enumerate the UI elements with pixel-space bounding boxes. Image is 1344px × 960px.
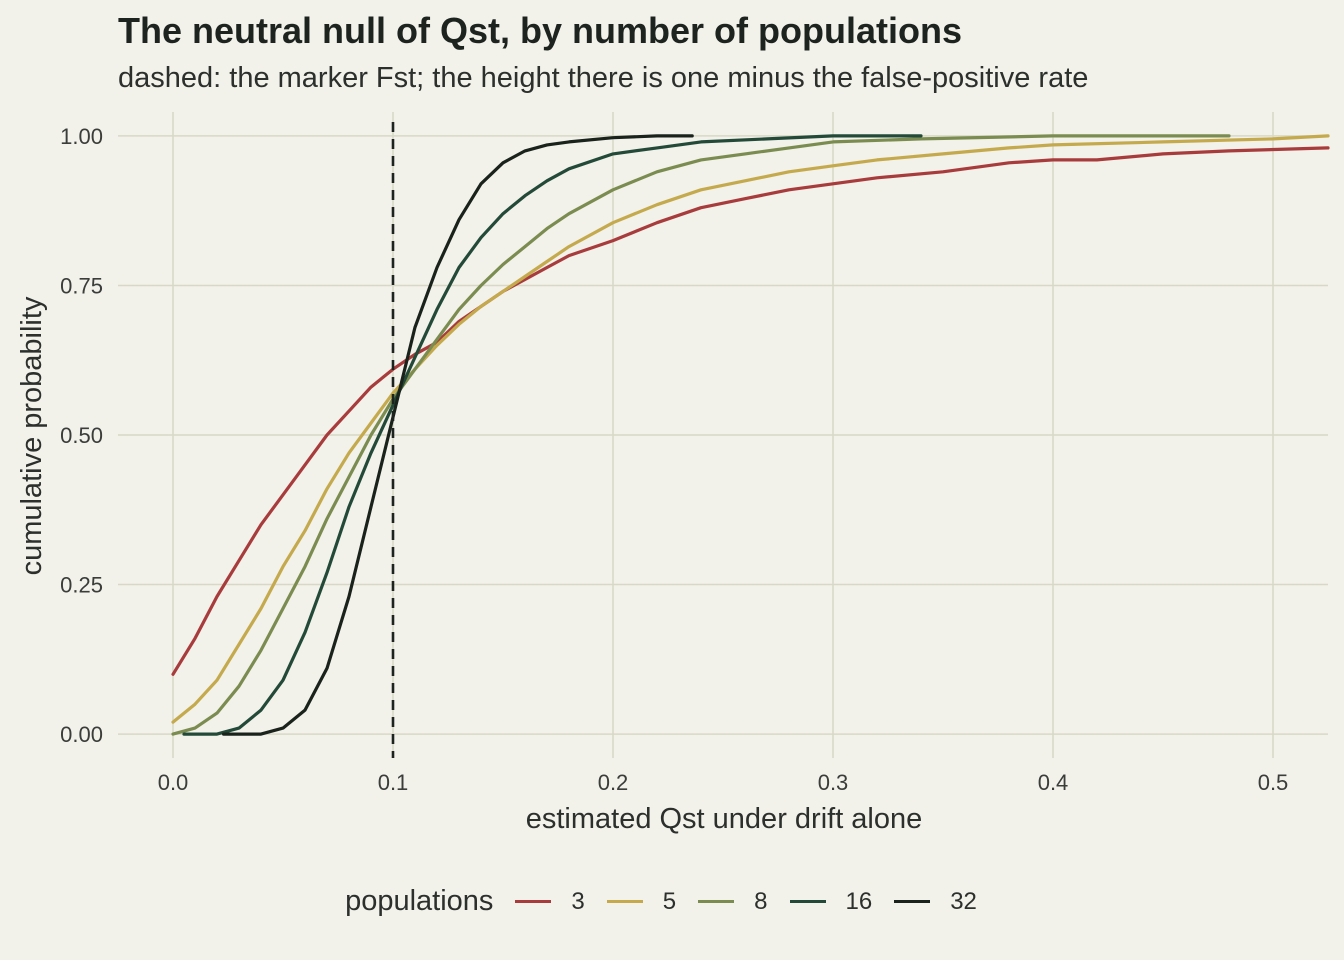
series-line-3 xyxy=(171,146,1330,676)
legend-label: 16 xyxy=(845,887,873,915)
y-tick-label: 0.50 xyxy=(60,423,103,448)
x-tick-label: 0.3 xyxy=(818,770,849,795)
chart-subtitle: dashed: the marker Fst; the height there… xyxy=(118,62,1089,94)
legend-item: 16 xyxy=(789,887,873,916)
legend-swatch xyxy=(606,900,643,903)
legend-label: 32 xyxy=(950,887,977,915)
legend-swatch xyxy=(894,900,931,903)
legend-label: 5 xyxy=(662,887,677,915)
plot-area: 0.0 0.1 0.2 0.3 0.4 0.5 0.00 0.25 0.50 0.75 1.00 es… xyxy=(16,112,1330,835)
legend-item: 8 xyxy=(698,887,768,916)
legend-label: 8 xyxy=(754,887,768,915)
y-tick-label: 0.75 xyxy=(60,273,103,298)
y-tick-label: 1.00 xyxy=(60,124,103,149)
y-axis-title: cumulative probability xyxy=(16,296,48,575)
x-tick-label: 0.0 xyxy=(158,770,189,795)
y-tick-label: 0.00 xyxy=(60,722,103,747)
series-line-32 xyxy=(222,134,694,736)
legend-item: 3 xyxy=(515,887,585,916)
x-tick-label: 0.4 xyxy=(1038,770,1069,795)
legend-swatch xyxy=(698,900,735,903)
chart-title: The neutral null of Qst, by number of po… xyxy=(118,10,962,51)
legend: populations 3 5 8 16 32 xyxy=(0,885,1344,918)
x-tick-label: 0.1 xyxy=(378,770,409,795)
x-tick-label: 0.2 xyxy=(598,770,629,795)
legend-title: populations xyxy=(345,885,494,917)
legend-swatch xyxy=(789,900,826,903)
series-line-16 xyxy=(182,134,923,736)
y-tick-label: 0.25 xyxy=(60,573,103,598)
legend-item: 32 xyxy=(894,888,977,916)
series-line-8 xyxy=(171,134,1231,736)
series-line-5 xyxy=(171,134,1330,724)
legend-swatch xyxy=(515,900,552,903)
legend-item: 5 xyxy=(606,887,677,916)
legend-label: 3 xyxy=(571,887,585,915)
x-tick-label: 0.5 xyxy=(1258,770,1289,795)
x-axis-title: estimated Qst under drift alone xyxy=(526,803,923,835)
